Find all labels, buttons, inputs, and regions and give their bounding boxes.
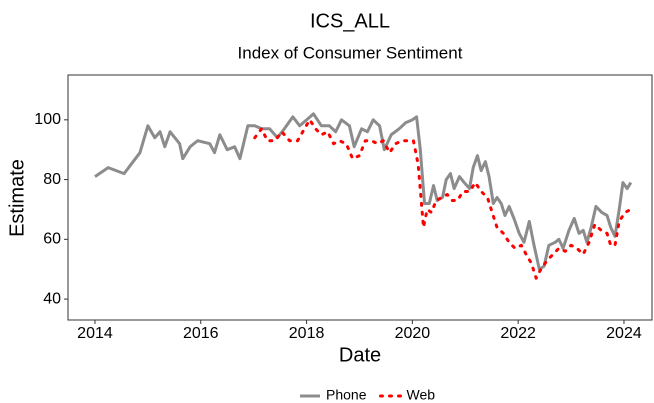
x-tick-label: 2014 (77, 325, 113, 342)
series-line (94, 112, 633, 271)
x-tick-label: 2022 (500, 325, 536, 342)
y-axis-label: Estimate (6, 159, 28, 237)
y-tick-label: 40 (43, 290, 61, 307)
x-axis-label: Date (339, 344, 381, 366)
x-tick-label: 2020 (395, 325, 431, 342)
chart-title: ICS_ALL (310, 10, 390, 32)
legend-label: Web (406, 387, 435, 403)
y-tick-label: 100 (34, 111, 61, 128)
series-line (253, 118, 633, 280)
y-tick-label: 60 (43, 231, 61, 248)
y-tick-label: 80 (43, 171, 61, 188)
x-tick-label: 2016 (183, 325, 219, 342)
plot-border (67, 74, 653, 321)
x-tick-label: 2018 (289, 325, 325, 342)
x-tick-label: 2024 (606, 325, 642, 342)
legend-label: Phone (326, 387, 367, 403)
chart-subtitle: Index of Consumer Sentiment (238, 43, 463, 62)
